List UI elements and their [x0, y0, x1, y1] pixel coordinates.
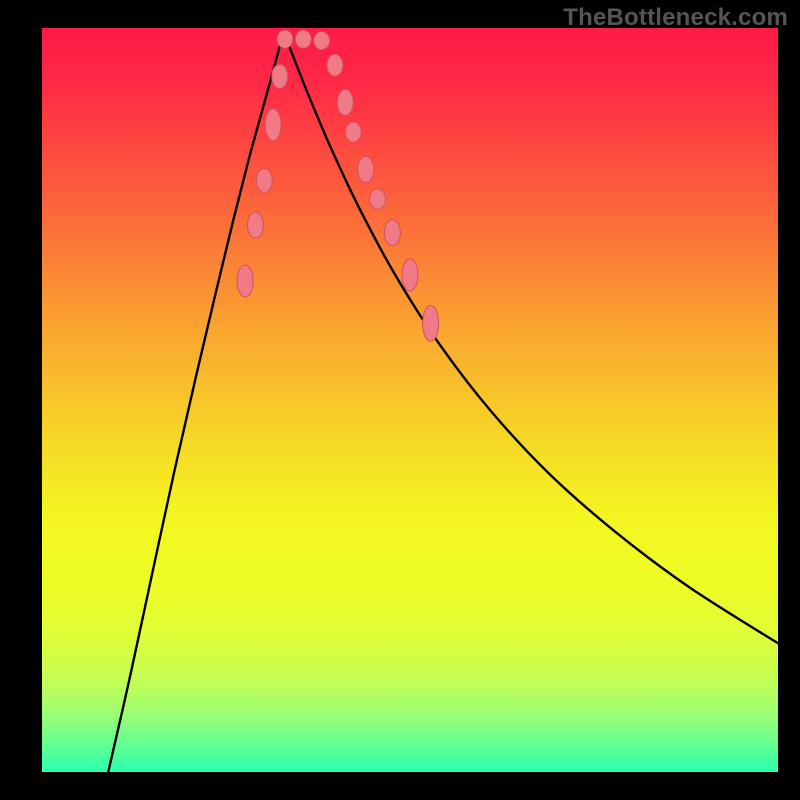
chart-root: TheBottleneck.com	[0, 0, 800, 800]
plot-area	[42, 28, 778, 772]
watermark-text: TheBottleneck.com	[563, 4, 788, 32]
gradient-background	[42, 28, 778, 772]
